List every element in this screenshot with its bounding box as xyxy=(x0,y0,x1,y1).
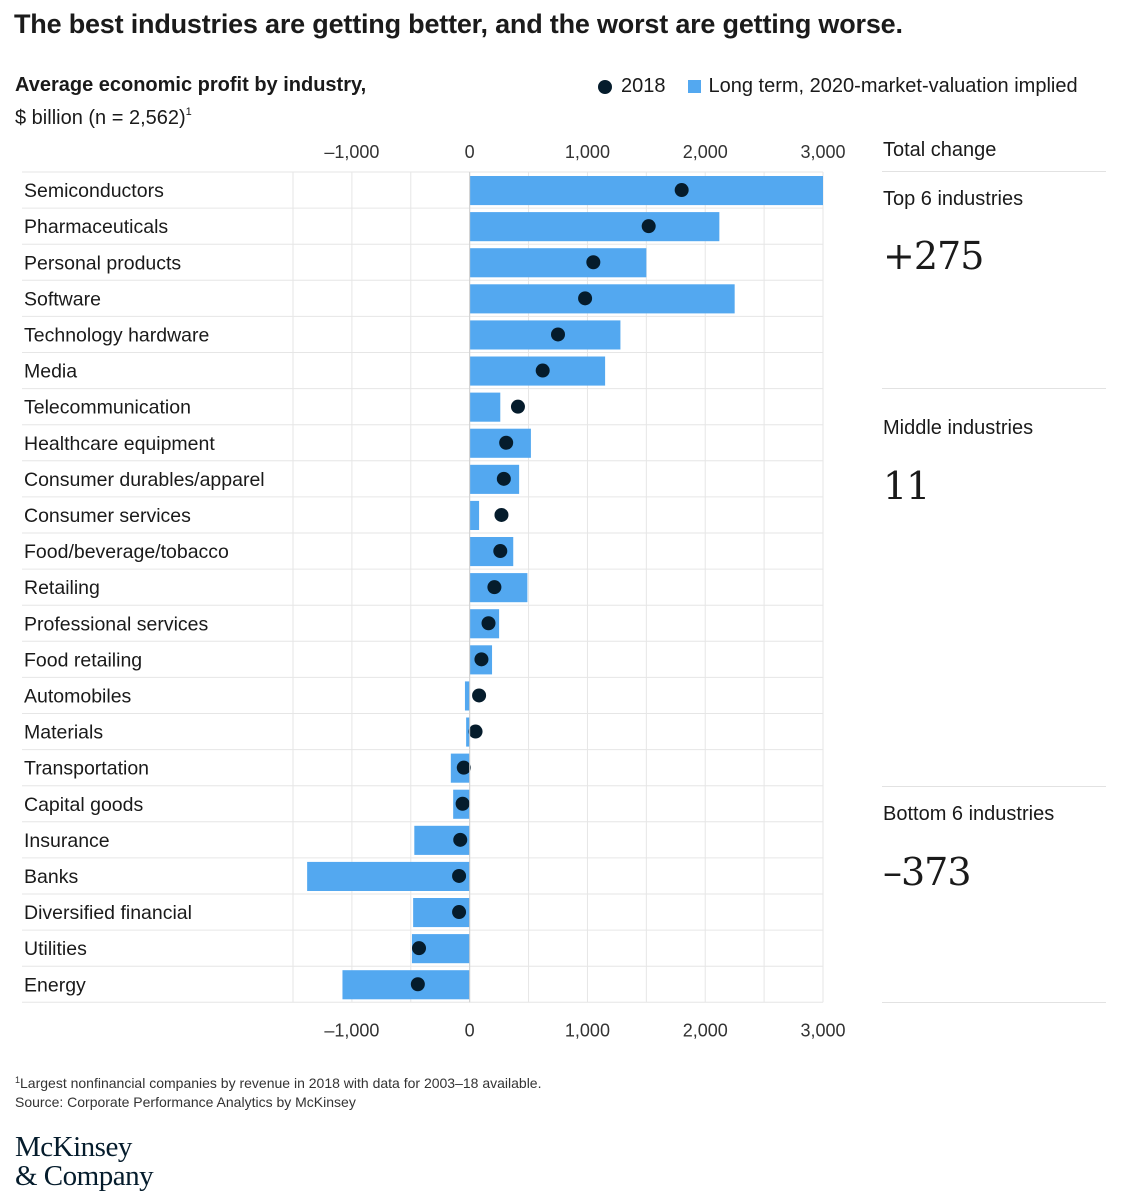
top-group-value: +275 xyxy=(883,234,984,278)
x-tick-label-top: –1,000 xyxy=(324,142,379,162)
industry-label: Consumer services xyxy=(24,505,191,527)
headline: The best industries are getting better, … xyxy=(14,9,903,39)
dot-2018 xyxy=(578,291,593,306)
dot-2018 xyxy=(456,760,471,775)
dot-2018 xyxy=(499,435,514,450)
industry-label: Banks xyxy=(24,866,78,888)
industry-label: Insurance xyxy=(24,830,110,852)
logo-line2: & Company xyxy=(15,1160,154,1192)
dot-2018 xyxy=(487,580,502,595)
dot-2018 xyxy=(535,363,550,378)
long-term-bar xyxy=(469,284,735,314)
industry-label: Technology hardware xyxy=(24,324,209,346)
dot-2018 xyxy=(586,255,601,270)
footnote-text: Largest nonfinancial companies by revenu… xyxy=(20,1075,542,1091)
middle-group-label: Middle industries xyxy=(883,417,1034,439)
footnote-line: 1Largest nonfinancial companies by reven… xyxy=(15,1071,541,1093)
logo-line1: McKinsey xyxy=(15,1131,132,1163)
panel-separator xyxy=(882,1002,1106,1003)
dot-2018 xyxy=(412,941,427,956)
long-term-bar xyxy=(469,248,647,278)
subtitle-unit-line: $ billion (n = 2,562)1 xyxy=(15,99,366,132)
legend: 2018 Long term, 2020-market-valuation im… xyxy=(598,75,1078,98)
subtitle-unit: $ billion (n = 2,562) xyxy=(15,107,186,129)
mckinsey-logo: McKinsey & Company xyxy=(15,1131,154,1192)
dot-2018 xyxy=(493,544,508,559)
legend-bar-label: Long term, 2020-market-valuation implied xyxy=(708,75,1078,97)
legend-dot-label: 2018 xyxy=(621,75,666,97)
x-tick-label-bottom: –1,000 xyxy=(324,1020,379,1040)
dot-2018 xyxy=(481,616,496,631)
x-tick-label-top: 1,000 xyxy=(565,142,610,162)
profit-chart: –1,000 –1,000 0 0 1,000 1,000 2,000 2,000 3,000 3… xyxy=(22,142,846,1040)
industry-label: Automobiles xyxy=(24,685,132,707)
industry-label: Personal products xyxy=(24,252,181,274)
legend-dot-icon xyxy=(598,79,612,94)
dot-2018 xyxy=(510,399,525,414)
dot-2018 xyxy=(496,471,511,486)
industry-label: Pharmaceuticals xyxy=(24,216,168,238)
long-term-bar xyxy=(469,500,480,530)
dot-2018 xyxy=(494,507,509,522)
bottom-group-value: –373 xyxy=(883,850,972,894)
dot-2018 xyxy=(472,688,487,703)
industry-label: Retailing xyxy=(24,577,100,599)
long-term-bar xyxy=(466,717,470,747)
industry-label: Food retailing xyxy=(24,649,142,671)
dot-2018 xyxy=(551,327,565,342)
footnote-source: Source: Corporate Performance Analytics … xyxy=(15,1094,356,1110)
industry-label: Materials xyxy=(24,722,103,744)
dot-2018 xyxy=(468,724,483,739)
middle-group-value: 11 xyxy=(883,464,930,508)
dot-2018 xyxy=(452,905,467,920)
dot-2018 xyxy=(474,652,489,667)
long-term-bar xyxy=(469,176,823,206)
industry-label: Transportation xyxy=(24,758,149,780)
industry-label: Utilities xyxy=(24,938,87,960)
dot-2018 xyxy=(453,832,468,847)
x-tick-label-bottom: 0 xyxy=(465,1020,475,1040)
footnote-ref: 1 xyxy=(15,1075,21,1085)
long-term-bar xyxy=(307,861,470,891)
industry-label: Semiconductors xyxy=(24,180,164,202)
panel-separator xyxy=(882,786,1106,787)
industry-label: Healthcare equipment xyxy=(24,433,215,455)
long-term-bar xyxy=(469,320,621,350)
industry-label: Media xyxy=(24,361,77,383)
x-tick-label-top: 0 xyxy=(465,142,475,162)
footnote: 1Largest nonfinancial companies by reven… xyxy=(15,1071,541,1112)
x-tick-label-bottom: 2,000 xyxy=(683,1020,728,1040)
long-term-bar xyxy=(469,392,501,422)
industry-label: Professional services xyxy=(24,613,208,635)
long-term-bar xyxy=(469,464,520,494)
long-term-bar xyxy=(469,212,720,242)
top-group-label: Top 6 industries xyxy=(883,188,1024,210)
dot-2018 xyxy=(674,183,689,198)
industry-label: Energy xyxy=(24,974,86,996)
panel-separator xyxy=(882,171,1106,172)
subtitle-bold: Average economic profit by industry, xyxy=(15,74,367,96)
x-tick-label-bottom: 1,000 xyxy=(565,1020,610,1040)
long-term-bar xyxy=(464,681,470,711)
chart-subtitle: Average economic profit by industry, $ b… xyxy=(15,72,366,132)
dot-2018 xyxy=(452,868,467,883)
dot-2018 xyxy=(455,796,470,811)
industry-label: Software xyxy=(24,288,101,310)
industry-label: Capital goods xyxy=(24,794,143,816)
subtitle-note-ref: 1 xyxy=(185,106,192,118)
x-tick-label-bottom: 3,000 xyxy=(800,1020,845,1040)
x-tick-label-top: 3,000 xyxy=(800,142,845,162)
industry-label: Consumer durables/apparel xyxy=(24,469,265,491)
legend-square-icon xyxy=(687,80,701,93)
bottom-group-label: Bottom 6 industries xyxy=(883,803,1055,825)
industry-label: Telecommunication xyxy=(24,397,191,419)
dot-2018 xyxy=(641,219,656,234)
industry-label: Food/beverage/tobacco xyxy=(24,541,229,563)
industry-label: Diversified financial xyxy=(24,902,192,924)
dot-2018 xyxy=(410,977,425,992)
total-change-title: Total change xyxy=(883,139,997,161)
long-term-bar xyxy=(342,970,470,1000)
panel-separator xyxy=(882,388,1106,389)
x-tick-label-top: 2,000 xyxy=(683,142,728,162)
